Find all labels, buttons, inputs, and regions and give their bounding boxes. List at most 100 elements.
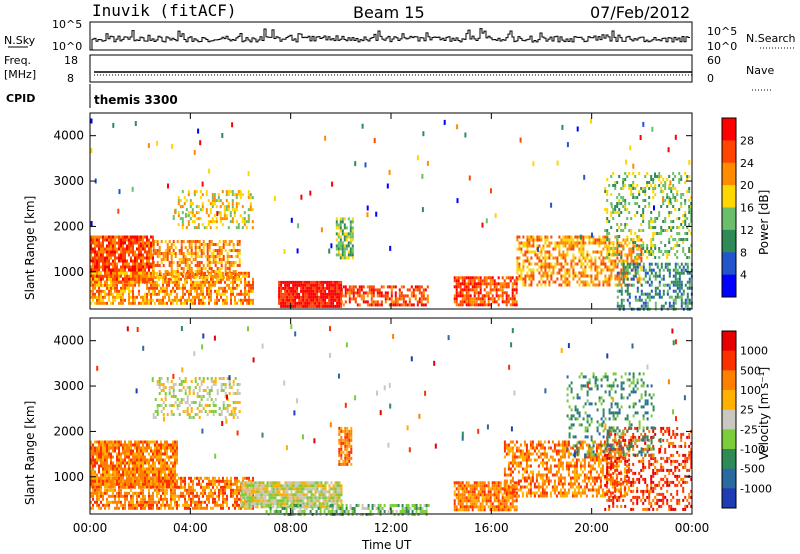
range-time-cell	[156, 261, 159, 264]
range-time-cell	[205, 208, 208, 212]
range-time-cell	[179, 205, 182, 209]
range-time-cell	[684, 298, 687, 302]
range-time-cell	[92, 268, 94, 272]
range-time-cell	[483, 297, 486, 301]
range-time-cell	[487, 297, 490, 301]
range-time-cell	[672, 289, 675, 293]
range-time-cell	[668, 271, 671, 275]
range-time-cell	[162, 488, 164, 492]
range-time-cell	[214, 500, 216, 504]
range-time-cell	[566, 268, 569, 272]
range-time-cell	[152, 298, 154, 302]
range-time-cell	[94, 283, 96, 287]
range-time-cell	[132, 292, 134, 296]
range-time-cell	[184, 298, 186, 302]
range-time-cell	[324, 289, 327, 293]
range-time-cell	[106, 253, 108, 257]
range-time-cell	[166, 243, 169, 246]
range-time-cell	[680, 178, 683, 181]
range-time-cell	[487, 303, 490, 307]
range-time-cell	[570, 265, 573, 269]
range-time-cell	[199, 140, 202, 146]
range-time-cell	[106, 482, 108, 486]
range-time-cell	[124, 289, 126, 293]
range-time-cell	[312, 280, 315, 284]
range-time-cell	[108, 464, 110, 468]
range-time-cell	[668, 238, 671, 241]
range-time-cell	[224, 261, 227, 264]
range-time-cell	[582, 247, 585, 251]
range-time-cell	[112, 467, 114, 471]
range-time-cell	[162, 277, 164, 281]
range-time-cell	[134, 238, 136, 242]
range-time-cell	[680, 286, 683, 290]
range-time-cell	[202, 240, 205, 243]
range-time-cell	[499, 288, 502, 292]
range-time-cell	[564, 283, 567, 287]
range-time-cell	[209, 208, 212, 212]
range-time-cell	[142, 241, 144, 245]
range-time-cell	[252, 298, 254, 302]
range-time-cell	[682, 214, 685, 217]
range-time-cell	[220, 485, 222, 489]
range-time-cell	[337, 232, 340, 236]
range-time-cell	[686, 262, 689, 266]
range-time-cell	[198, 249, 201, 252]
range-time-cell	[290, 295, 293, 299]
range-time-cell	[90, 458, 92, 462]
range-time-cell	[630, 277, 633, 281]
range-time-cell	[314, 295, 317, 299]
range-time-cell	[622, 268, 625, 272]
range-time-cell	[112, 482, 114, 486]
range-time-cell	[356, 303, 359, 307]
range-time-cell	[196, 292, 198, 296]
range-time-cell	[158, 270, 161, 273]
range-time-cell	[168, 503, 170, 507]
range-time-cell	[181, 211, 184, 215]
range-time-cell	[112, 292, 114, 296]
range-time-cell	[418, 285, 421, 289]
range-time-cell	[214, 497, 216, 501]
range-time-cell	[345, 232, 348, 236]
range-time-cell	[166, 464, 168, 468]
range-time-cell	[690, 220, 693, 223]
range-time-cell	[239, 196, 242, 200]
range-time-cell	[674, 268, 677, 272]
range-time-cell	[332, 301, 335, 305]
range-time-cell	[202, 249, 205, 252]
range-time-cell	[234, 500, 236, 504]
range-time-cell	[558, 268, 561, 272]
range-time-cell	[213, 193, 216, 197]
range-time-cell	[158, 491, 160, 495]
range-time-cell	[96, 277, 98, 281]
range-time-cell	[128, 253, 130, 257]
range-time-cell	[160, 473, 162, 477]
range-time-cell	[134, 476, 136, 480]
range-time-cell	[212, 491, 214, 495]
range-time-cell	[172, 476, 174, 480]
range-time-cell	[578, 283, 581, 287]
range-time-cell	[640, 259, 643, 263]
range-time-cell	[168, 458, 170, 462]
range-time-cell	[520, 277, 523, 281]
range-time-cell	[481, 294, 484, 298]
range-time-cell	[580, 253, 583, 257]
range-time-cell	[648, 277, 651, 281]
range-time-cell	[676, 277, 679, 281]
range-time-cell	[662, 292, 665, 296]
range-time-cell	[548, 244, 551, 248]
range-time-cell	[224, 286, 226, 290]
range-time-cell	[98, 503, 100, 507]
range-time-cell	[106, 277, 108, 281]
range-time-cell	[142, 253, 144, 257]
range-time-cell	[248, 292, 250, 296]
range-time-cell	[351, 247, 354, 251]
range-time-cell	[110, 476, 112, 480]
range-time-cell	[228, 255, 231, 258]
range-time-cell	[648, 298, 651, 302]
range-time-cell	[240, 289, 242, 293]
range-time-cell	[98, 488, 100, 492]
range-time-cell	[684, 172, 687, 175]
range-time-cell	[586, 280, 589, 284]
range-time-cell	[358, 294, 361, 298]
